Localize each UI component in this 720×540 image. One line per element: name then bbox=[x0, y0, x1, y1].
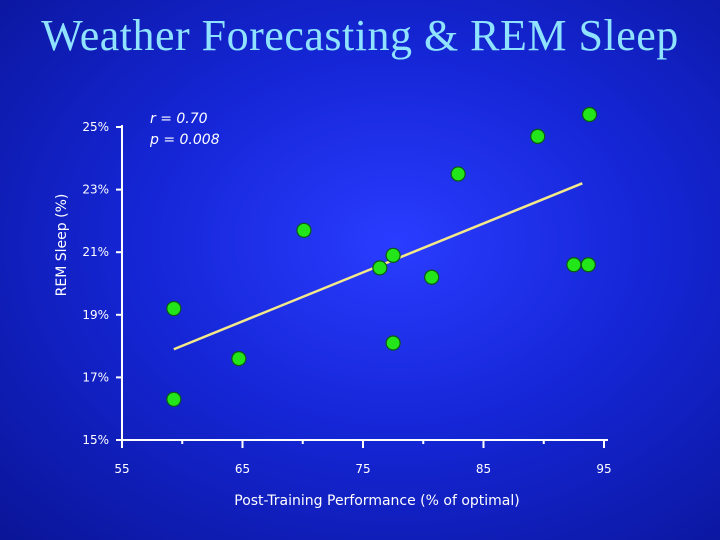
y-tick-label: 23% bbox=[82, 183, 109, 197]
data-point bbox=[373, 261, 387, 275]
x-axis-title: Post-Training Performance (% of optimal) bbox=[234, 493, 519, 509]
data-point bbox=[583, 107, 597, 121]
y-axis-title: REM Sleep (%) bbox=[54, 194, 70, 297]
data-point bbox=[167, 302, 181, 316]
y-tick-label: 25% bbox=[82, 120, 109, 134]
y-axis-ticks: 15% 17% 19% 21% 23% 25% bbox=[82, 120, 122, 447]
x-tick-label: 85 bbox=[476, 462, 491, 476]
data-point bbox=[425, 270, 439, 284]
data-point bbox=[232, 352, 246, 366]
y-tick-label: 19% bbox=[82, 308, 109, 322]
x-axis-ticks: 55 65 75 85 95 bbox=[114, 440, 611, 476]
x-tick-label: 65 bbox=[235, 462, 250, 476]
data-point bbox=[297, 223, 311, 237]
data-points bbox=[167, 107, 597, 406]
data-point bbox=[581, 258, 595, 272]
x-tick-label: 75 bbox=[355, 462, 370, 476]
y-tick-label: 17% bbox=[82, 370, 109, 384]
data-point bbox=[531, 129, 545, 143]
correlation-label: r = 0.70 bbox=[150, 111, 208, 127]
y-tick-label: 15% bbox=[82, 433, 109, 447]
p-value-label: p = 0.008 bbox=[149, 132, 220, 148]
data-point bbox=[386, 336, 400, 350]
data-point bbox=[567, 258, 581, 272]
data-point bbox=[451, 167, 465, 181]
y-tick-label: 21% bbox=[82, 245, 109, 259]
chart-axes bbox=[122, 125, 608, 440]
data-point bbox=[167, 392, 181, 406]
x-tick-label: 55 bbox=[114, 462, 129, 476]
x-tick-label: 95 bbox=[596, 462, 611, 476]
data-point bbox=[386, 248, 400, 262]
